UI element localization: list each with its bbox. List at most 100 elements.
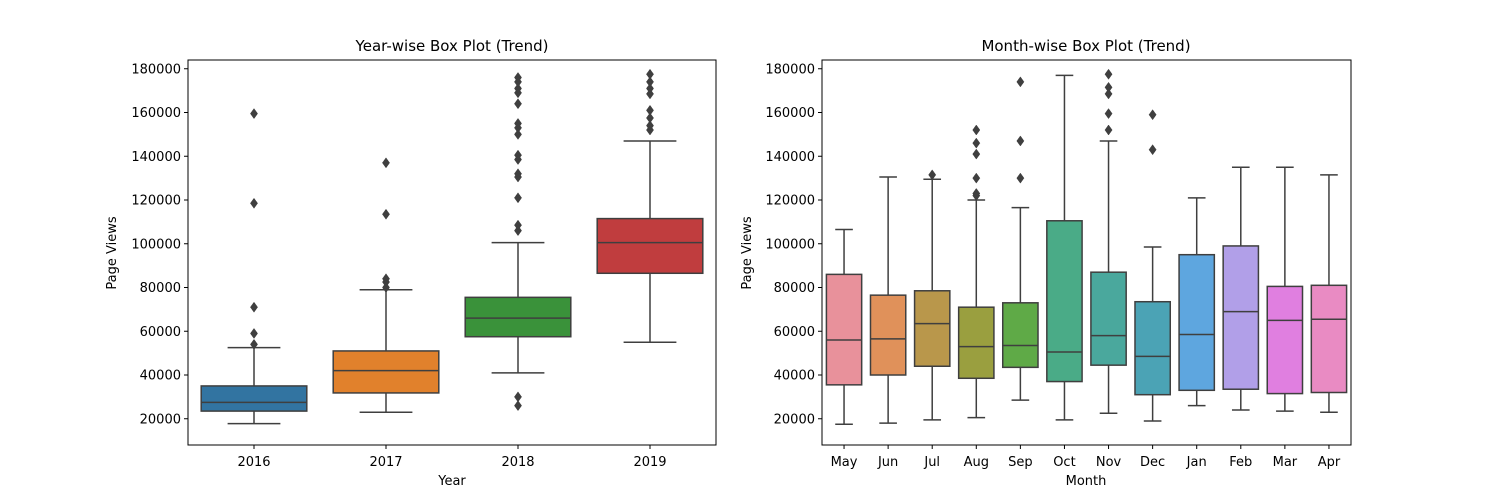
outlier-point — [514, 219, 522, 231]
box-2018 — [464, 72, 572, 412]
y-tick-label: 80000 — [140, 281, 181, 296]
box-body — [1001, 302, 1039, 369]
box-aug — [957, 124, 995, 419]
outlier-point — [382, 208, 390, 220]
y-tick-label: 180000 — [765, 62, 815, 77]
outlier-point — [514, 391, 522, 403]
outlier-point — [382, 273, 390, 285]
y-axis-label: Page Views — [105, 216, 120, 289]
month-wise-chart: Month-wise Box Plot (Trend) 20000 40000 60… — [740, 37, 1352, 489]
outlier-point — [514, 168, 522, 180]
x-axis-label: Month — [1066, 474, 1107, 489]
x-tick-label: Jan — [1186, 455, 1207, 470]
x-tick-label: Feb — [1229, 455, 1252, 470]
outlier-point — [646, 112, 654, 124]
y-tick-label: 20000 — [140, 412, 181, 427]
outlier-point — [250, 301, 258, 313]
x-tick-label: May — [831, 455, 858, 470]
outlier-point — [250, 338, 258, 350]
outlier-point — [1148, 144, 1157, 156]
box-body — [596, 217, 704, 275]
x-axis-label: Year — [437, 474, 466, 489]
outlier-point — [646, 83, 654, 94]
x-tick-label: Mar — [1273, 455, 1298, 470]
outlier-point — [382, 157, 390, 169]
box-body — [1178, 253, 1216, 392]
y-tick-label: 80000 — [774, 281, 815, 296]
outlier-point — [514, 192, 522, 204]
outlier-point — [646, 76, 654, 88]
y-tick-label: 120000 — [765, 194, 815, 209]
outlier-point — [514, 72, 522, 83]
x-tick-label: Oct — [1053, 455, 1075, 470]
chart-title: Year-wise Box Plot (Trend) — [355, 37, 549, 55]
x-tick-label: 2016 — [237, 455, 270, 470]
axes-frame — [187, 59, 717, 446]
x-tick-label: 2017 — [369, 455, 402, 470]
outlier-point — [1104, 88, 1113, 100]
x-tick-label: Aug — [964, 455, 989, 470]
box-body — [957, 306, 995, 380]
outlier-point — [250, 328, 258, 339]
box-oct — [1046, 74, 1083, 421]
outlier-point — [382, 282, 390, 293]
plot-area: 20000 40000 60000 80000 100000 120000 140000 16… — [765, 59, 1352, 470]
outlier-point — [972, 137, 981, 149]
box-body — [825, 273, 863, 386]
box-body — [1046, 220, 1083, 383]
box-body — [869, 294, 907, 376]
y-tick-label: 140000 — [131, 150, 181, 165]
plot-area: 20000 40000 60000 80000 100000 120000 140000 16… — [131, 59, 717, 470]
box-body — [1090, 271, 1127, 366]
x-tick-label: 2019 — [633, 455, 666, 470]
outlier-point — [1104, 81, 1113, 93]
y-tick-label: 120000 — [131, 194, 181, 209]
outlier-point — [1016, 76, 1025, 88]
outlier-point — [972, 148, 981, 160]
box-jun — [869, 176, 907, 424]
box-jul — [913, 169, 951, 421]
outlier-point — [250, 197, 258, 209]
outlier-point — [972, 124, 981, 136]
outlier-point — [646, 88, 654, 100]
y-tick-label: 60000 — [774, 325, 815, 340]
outlier-point — [1104, 124, 1113, 136]
outlier-point — [972, 188, 981, 199]
outlier-point — [514, 149, 522, 161]
x-tick-label: 2018 — [501, 455, 534, 470]
axes-frame — [821, 59, 1352, 446]
outlier-point — [646, 104, 654, 116]
outlier-point — [1104, 108, 1113, 120]
outlier-point — [1148, 109, 1157, 121]
box-nov — [1090, 68, 1127, 415]
y-tick-label: 20000 — [774, 412, 815, 427]
y-tick-label: 160000 — [765, 106, 815, 121]
box-body — [1134, 300, 1172, 396]
box-apr — [1310, 174, 1348, 413]
box-mar — [1266, 166, 1304, 412]
outlier-point — [514, 128, 522, 140]
year-wise-chart: Year-wise Box Plot (Trend) 20000 40000 600… — [105, 37, 717, 489]
x-tick-label: Jul — [923, 455, 940, 470]
box-body — [1266, 285, 1304, 395]
outlier-point — [928, 169, 937, 181]
y-tick-label: 140000 — [765, 150, 815, 165]
outlier-point — [646, 120, 654, 132]
outlier-point — [1016, 172, 1025, 184]
outlier-point — [1104, 68, 1113, 80]
box-jan — [1178, 197, 1216, 407]
x-tick-label: Dec — [1140, 455, 1165, 470]
y-tick-label: 160000 — [131, 106, 181, 121]
outlier-point — [972, 172, 981, 184]
x-tick-label: Nov — [1096, 455, 1122, 470]
y-axis-label: Page Views — [740, 216, 755, 289]
box-2019 — [596, 68, 704, 343]
box-2017 — [332, 157, 440, 413]
chart-title: Month-wise Box Plot (Trend) — [981, 37, 1190, 55]
box-feb — [1222, 166, 1260, 411]
box-body — [1310, 284, 1348, 394]
x-tick-label: Jun — [877, 455, 898, 470]
outlier-point — [514, 83, 522, 94]
outlier-point — [514, 400, 522, 412]
